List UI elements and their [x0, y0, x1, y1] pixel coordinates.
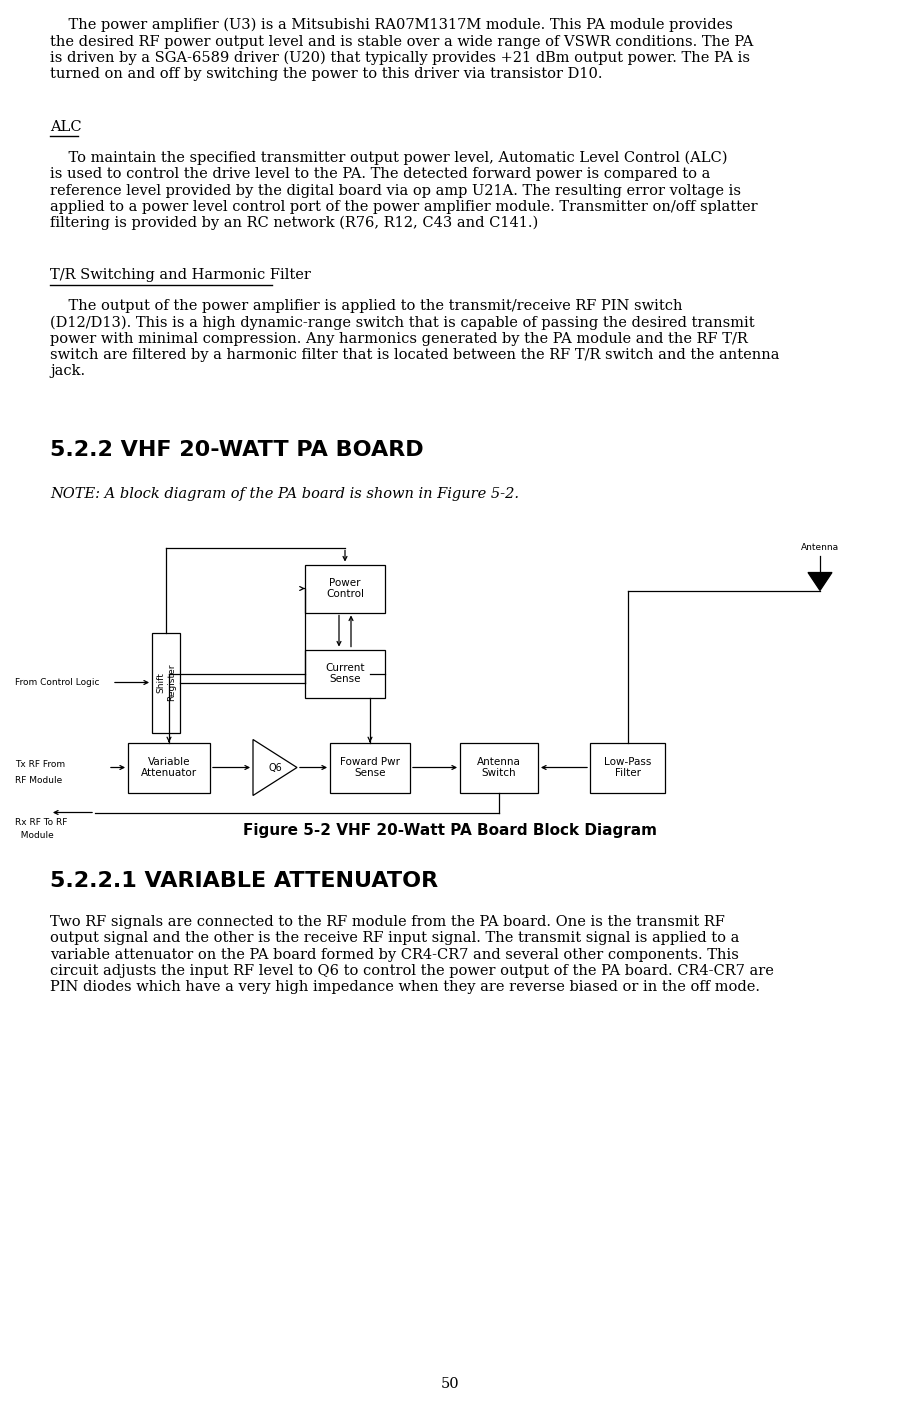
Bar	[305, 650, 385, 698]
Text: Two RF signals are connected to the RF module from the PA board. One is the tran: Two RF signals are connected to the RF m…	[50, 916, 774, 995]
Text: Rx RF To RF: Rx RF To RF	[15, 818, 68, 827]
Text: Current
Sense: Current Sense	[325, 663, 364, 684]
Text: Power
Control: Power Control	[326, 578, 364, 599]
Text: From Control Logic: From Control Logic	[15, 678, 100, 687]
Bar	[460, 742, 538, 793]
Bar	[330, 742, 410, 793]
Text: 50: 50	[441, 1378, 459, 1390]
Text: Antenna
Switch: Antenna Switch	[477, 757, 521, 779]
Text: The output of the power amplifier is applied to the transmit/receive RF PIN swit: The output of the power amplifier is app…	[50, 300, 779, 379]
Text: ALC: ALC	[50, 120, 82, 134]
Bar	[128, 742, 210, 793]
Polygon shape	[808, 572, 832, 591]
Text: Q6: Q6	[268, 763, 282, 773]
Bar	[590, 742, 665, 793]
Text: Figure 5-2 VHF 20-Watt PA Board Block Diagram: Figure 5-2 VHF 20-Watt PA Board Block Di…	[243, 822, 657, 838]
Text: Antenna: Antenna	[801, 543, 839, 551]
Text: Module: Module	[15, 831, 54, 839]
Text: NOTE: A block diagram of the PA board is shown in Figure 5-2.: NOTE: A block diagram of the PA board is…	[50, 487, 519, 502]
Bar	[305, 565, 385, 612]
Text: The power amplifier (U3) is a Mitsubishi RA07M1317M module. This PA module provi: The power amplifier (U3) is a Mitsubishi…	[50, 18, 753, 82]
Text: Tx RF From: Tx RF From	[15, 760, 65, 769]
Text: To maintain the specified transmitter output power level, Automatic Level Contro: To maintain the specified transmitter ou…	[50, 151, 758, 230]
Text: Foward Pwr
Sense: Foward Pwr Sense	[340, 757, 400, 779]
Text: Shift
Register: Shift Register	[157, 664, 176, 701]
Text: 5.2.2.1 VARIABLE ATTENUATOR: 5.2.2.1 VARIABLE ATTENUATOR	[50, 870, 438, 890]
Text: RF Module: RF Module	[15, 776, 62, 784]
Text: Variable
Attenuator: Variable Attenuator	[141, 757, 197, 779]
Text: 5.2.2 VHF 20-WATT PA BOARD: 5.2.2 VHF 20-WATT PA BOARD	[50, 439, 424, 459]
Text: T/R Switching and Harmonic Filter: T/R Switching and Harmonic Filter	[50, 268, 310, 283]
Text: Low-Pass
Filter: Low-Pass Filter	[604, 757, 652, 779]
Bar	[152, 633, 180, 732]
